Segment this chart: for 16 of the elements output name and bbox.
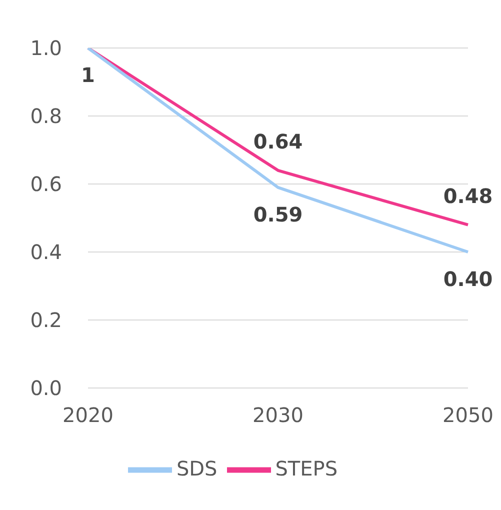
x-tick-label: 2050 (442, 403, 494, 428)
data-label: 0.48 (443, 184, 493, 208)
x-tick-label: 2030 (252, 403, 304, 428)
data-label: 1 (81, 63, 95, 87)
y-tick-label: 0.0 (30, 376, 62, 400)
data-label: 0.64 (253, 129, 303, 154)
data-label: 0.59 (253, 202, 303, 226)
y-tick-label: 0.8 (30, 104, 62, 128)
x-tick-label: 2020 (62, 403, 114, 428)
legend-label: SDS (176, 456, 218, 480)
y-tick-label: 0.6 (30, 172, 62, 196)
y-tick-label: 0.2 (30, 308, 62, 332)
legend-label: STEPS (275, 456, 338, 480)
data-label: 0.40 (443, 267, 493, 291)
y-tick-label: 1.0 (30, 36, 62, 60)
y-tick-label: 0.4 (30, 240, 62, 264)
